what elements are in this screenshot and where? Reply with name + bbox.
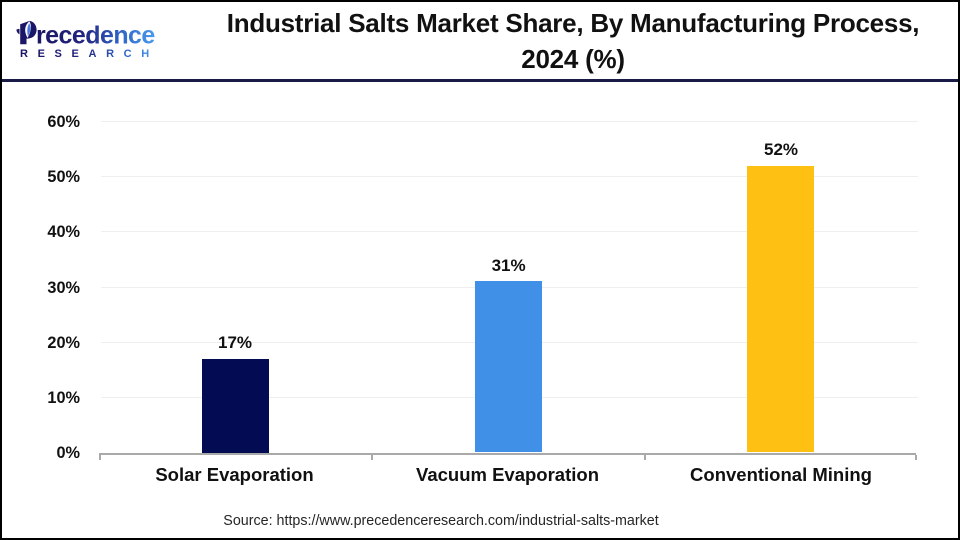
svg-text:recedence: recedence: [36, 22, 155, 50]
svg-text:RESEARCH: RESEARCH: [20, 48, 159, 60]
